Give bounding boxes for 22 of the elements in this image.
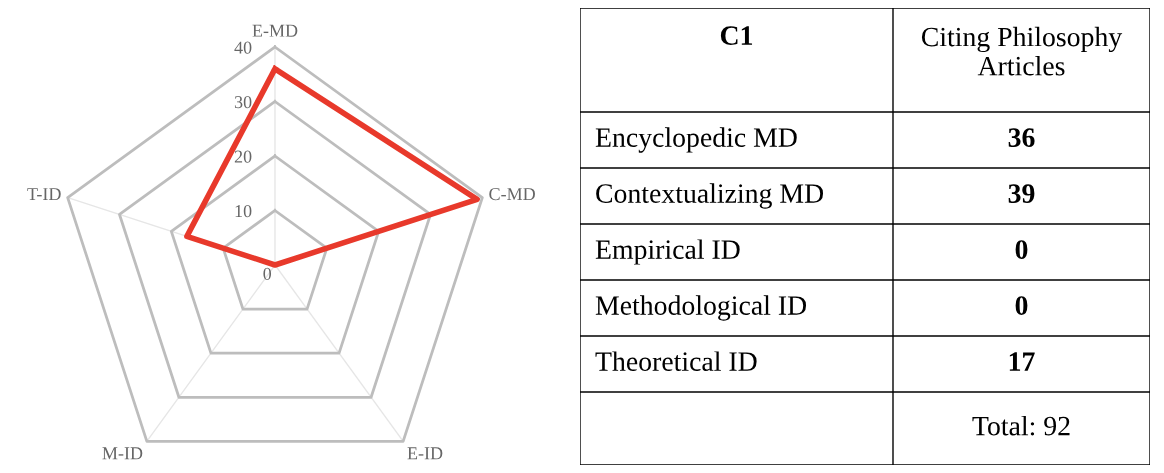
spoke-label: T-ID [27,188,61,200]
text: Total: 92 [972,415,1070,436]
text: Citing Philosophy Articles [921,26,1123,76]
y-tick-label: 30 [234,96,252,109]
y-tick-label: 40 [234,41,252,54]
spoke-label: C-MD [489,188,535,201]
category-label: Theoretical ID [595,351,757,371]
data-label: 36 [1008,128,1035,147]
data-label: 17 [1009,352,1035,371]
spoke-label: M-ID [102,447,143,460]
y-tick-label: 20 [234,150,252,163]
category-label: Empirical ID [595,239,740,265]
category-label: Encyclopedic MD [595,127,797,153]
text: C1 [720,26,753,45]
spoke-label: E-MD [252,24,298,37]
y-tick-label: 10 [235,205,252,218]
spoke-label: E-ID [407,447,443,460]
category-label: Contextualizing MD [596,183,824,209]
data-label: 39 [1008,184,1035,203]
category-label: Methodological ID [595,295,807,321]
data-label: 0 [1015,240,1028,259]
data-label: 0 [1015,296,1028,315]
